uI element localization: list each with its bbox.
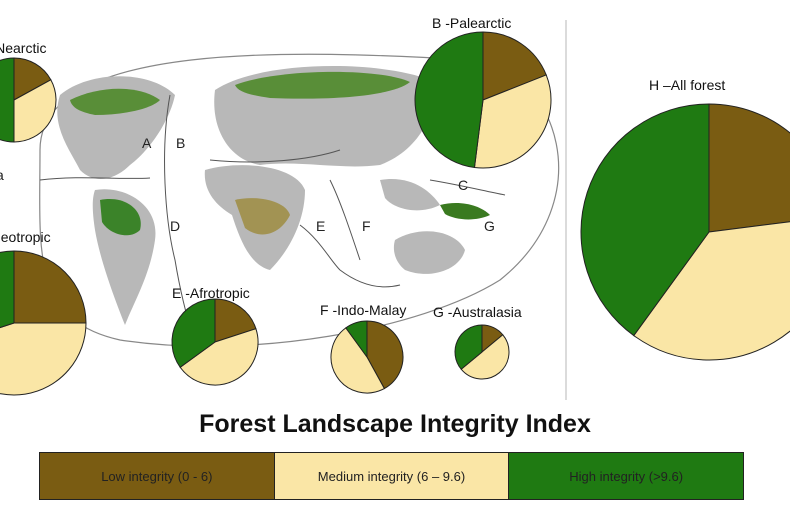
- pie-slice-neotropic-high: [0, 250, 15, 329]
- pie-slice-palearctic-high: [414, 31, 484, 169]
- pie-slice-afrotropic-high: [171, 298, 216, 368]
- south-america-forest: [100, 199, 141, 236]
- pie-slice-indomalay-medium: [330, 327, 386, 394]
- pie-slice-indomalay-low: [366, 320, 404, 390]
- pie-label-afrotropic: E -Afrotropic: [172, 285, 250, 301]
- pie-labels: A -Nearctic B -Palearctic C -Neotropic E…: [0, 15, 725, 320]
- pie-slice-neotropic-low: [13, 250, 87, 324]
- eurasia-forest: [235, 71, 410, 99]
- region-letter-g: G: [484, 218, 495, 234]
- pie-slice-palearctic-low: [482, 31, 547, 101]
- pie-slice-all-forest-high: [580, 103, 710, 337]
- cropped-region-letter: a: [0, 167, 4, 183]
- pie-label-neotropic: C -Neotropic: [0, 229, 51, 245]
- legend-title: Forest Landscape Integrity Index: [199, 410, 591, 438]
- legend-high-label: High integrity (>9.6): [569, 468, 684, 484]
- pie-slice-nearctic-high: [0, 57, 15, 143]
- new-guinea-landmass: [440, 203, 490, 220]
- region-letters: A B C D E F G: [142, 135, 495, 234]
- pie-label-australasia: G -Australasia: [433, 304, 522, 320]
- africa-forest: [235, 198, 290, 235]
- pie-slice-neotropic-medium: [0, 322, 87, 396]
- pie-slice-palearctic-medium: [473, 74, 552, 169]
- pie-slice-nearctic-medium: [13, 79, 57, 143]
- pie-slice-afrotropic-medium: [179, 328, 259, 386]
- region-letter-e: E: [316, 218, 325, 234]
- southeast-asia-landmass: [380, 179, 440, 211]
- pie-slice-all-forest-medium: [633, 221, 790, 361]
- region-letter-d: D: [170, 218, 180, 234]
- pie-charts: [0, 31, 790, 396]
- pie-label-palearctic: B -Palearctic: [432, 15, 511, 31]
- pie-slice-indomalay-high: [345, 320, 368, 359]
- pie-slice-australasia-medium: [460, 334, 510, 380]
- integrity-legend: Low integrity (0 - 6) Medium integrity (…: [39, 452, 744, 500]
- region-letter-b: B: [176, 135, 185, 151]
- legend-medium-label: Medium integrity (6 – 9.6): [317, 468, 466, 484]
- pie-label-all-forest: H –All forest: [649, 77, 725, 93]
- pie-slice-nearctic-low: [13, 57, 52, 101]
- legend-low-label: Low integrity (0 - 6): [101, 468, 213, 484]
- legend-high: High integrity (>9.6): [509, 453, 744, 499]
- pie-slice-afrotropic-low: [214, 298, 257, 343]
- pie-slice-australasia-high: [454, 324, 483, 370]
- north-america-forest: [70, 88, 160, 115]
- region-letter-c: C: [458, 177, 468, 193]
- pie-label-nearctic: A -Nearctic: [0, 40, 46, 56]
- pie-slice-all-forest-low: [708, 103, 790, 233]
- legend-medium: Medium integrity (6 – 9.6): [274, 453, 510, 499]
- region-letter-f: F: [362, 218, 371, 234]
- pie-label-indomalay: F -Indo-Malay: [320, 302, 406, 318]
- region-letter-a: A: [142, 135, 152, 151]
- legend-low: Low integrity (0 - 6): [40, 453, 275, 499]
- australia-landmass: [393, 231, 465, 274]
